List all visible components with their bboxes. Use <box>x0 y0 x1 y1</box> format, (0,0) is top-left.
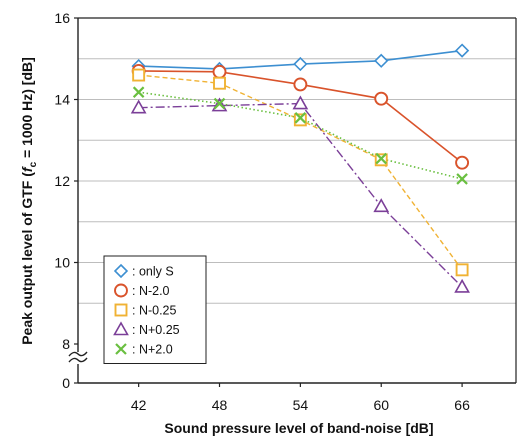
data-point-diamond <box>454 43 470 58</box>
y-tick-label: 8 <box>62 336 70 352</box>
axis-break-symbol <box>68 351 88 357</box>
data-point-x <box>213 97 226 110</box>
legend-marker-diamond <box>113 263 129 279</box>
data-point-triangle <box>292 95 309 110</box>
legend-label: : N-2.0 <box>132 284 170 298</box>
y-axis-label-prefix: Peak output level of GTF ( <box>19 172 35 345</box>
axes <box>68 17 517 387</box>
legend-marker-x <box>115 343 127 355</box>
x-tick-label: 66 <box>454 397 470 413</box>
y-axis-label-f: f <box>19 166 35 172</box>
data-point-triangle <box>373 198 390 213</box>
data-point-square <box>213 76 226 90</box>
data-point-square <box>455 263 469 277</box>
series-layer <box>130 43 470 293</box>
y-tick-label: 14 <box>54 92 70 108</box>
axis-break-symbol <box>68 357 88 363</box>
y-tick-label-zero: 0 <box>62 375 70 391</box>
data-point-diamond <box>293 56 308 72</box>
x-axis-label: Sound pressure level of band-noise [dB] <box>164 420 433 436</box>
data-point-x <box>132 86 145 98</box>
tick-labels: 16 14 12 10 8 0 42 48 54 60 66 <box>54 10 470 413</box>
data-point-x <box>294 112 307 124</box>
data-point-circle <box>455 155 470 170</box>
legend-label: : only S <box>132 265 174 279</box>
data-point-square <box>132 68 146 82</box>
legend-marker-square <box>114 303 128 317</box>
legend-label: : N+0.25 <box>132 323 180 337</box>
data-point-circle <box>212 64 227 79</box>
data-point-square <box>293 113 307 127</box>
x-tick-label: 54 <box>293 397 309 413</box>
legend: : only S : N-2.0 : N-0.25 : N+0.25 : N+2.0 <box>103 255 207 364</box>
x-tick-label: 42 <box>131 397 147 413</box>
y-axis-label-subscript: c <box>28 161 39 167</box>
y-tick-label: 10 <box>54 255 70 271</box>
legend-label: : N+2.0 <box>132 343 173 357</box>
x-tick-label: 60 <box>373 397 389 413</box>
data-point-x <box>375 152 388 165</box>
data-point-circle <box>374 91 389 106</box>
data-point-circle <box>293 77 308 92</box>
data-point-triangle <box>454 278 470 293</box>
legend-marker-triangle <box>113 321 129 336</box>
data-point-diamond <box>374 53 389 68</box>
legend-label: : N-0.25 <box>132 304 177 318</box>
y-tick-label: 12 <box>54 173 70 189</box>
y-axis-label-suffix: = 1000 Hz) [dB] <box>19 57 35 162</box>
legend-marker-circle <box>114 283 128 298</box>
data-point-triangle <box>130 99 147 114</box>
y-tick-label: 16 <box>54 10 70 26</box>
y-axis-label: Peak output level of GTF (fc = 1000 Hz) … <box>19 57 39 345</box>
data-point-x <box>456 173 468 185</box>
x-tick-label: 48 <box>212 397 228 413</box>
